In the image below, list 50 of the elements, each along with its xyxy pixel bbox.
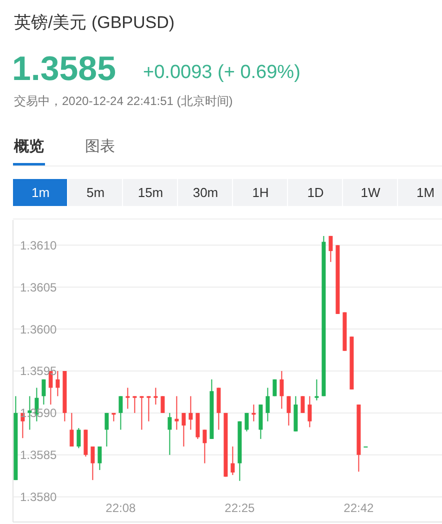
text: 15m — [138, 185, 164, 200]
candlestick — [56, 370, 60, 397]
candlestick — [230, 446, 235, 476]
candlestick — [118, 396, 123, 430]
candlestick — [90, 446, 95, 481]
candlestick — [182, 412, 186, 447]
candlestick — [140, 396, 144, 430]
text: 交易中，2020-12-24 22:41:51 (北京时间) — [14, 94, 233, 108]
candlestick — [132, 396, 137, 414]
candlestick — [104, 412, 109, 447]
candlestick — [244, 412, 249, 432]
candlestick — [98, 446, 102, 470]
x-tick-label: 22:08 — [106, 501, 136, 515]
text: 1W — [360, 185, 381, 200]
candlestick — [174, 396, 179, 430]
candlestick — [160, 396, 165, 414]
candlestick — [266, 387, 270, 422]
y-tick-label: 1.3580 — [20, 490, 58, 504]
candlestick — [146, 396, 151, 422]
text: 1H — [252, 185, 269, 200]
text: 1D — [307, 185, 324, 200]
text: 30m — [192, 185, 218, 200]
candlestick — [300, 396, 305, 414]
candlestick — [126, 387, 130, 410]
x-tick-label: 22:42 — [344, 501, 374, 515]
candlestick — [70, 412, 74, 447]
text: 概览 — [13, 138, 44, 155]
candlestick — [308, 396, 312, 428]
y-tick-label: 1.3595 — [20, 364, 58, 378]
text: +0.0093 (+ 0.69%) — [143, 62, 300, 83]
y-tick-label: 1.3605 — [20, 280, 58, 294]
text: 5m — [86, 185, 105, 200]
candlestick — [328, 235, 333, 262]
candlestick — [154, 387, 158, 406]
candlestick — [188, 396, 193, 430]
text: 1M — [416, 185, 435, 200]
y-tick-label: 1.3585 — [20, 448, 58, 462]
x-tick-label: 22:25 — [224, 501, 256, 515]
y-tick-label: 1.3610 — [20, 238, 58, 252]
y-tick-label: 1.3600 — [20, 322, 58, 336]
candlestick — [314, 378, 319, 401]
candlestick — [76, 428, 81, 449]
candlestick — [202, 429, 207, 464]
candlestick — [286, 396, 291, 426]
candlestick — [42, 378, 46, 406]
candlestick — [280, 370, 284, 410]
text: 图表 — [85, 138, 115, 155]
chart-title: 英镑/美元 (GBPUSD) — [14, 13, 175, 32]
candlestick — [168, 412, 172, 456]
text: 1m — [31, 185, 50, 200]
